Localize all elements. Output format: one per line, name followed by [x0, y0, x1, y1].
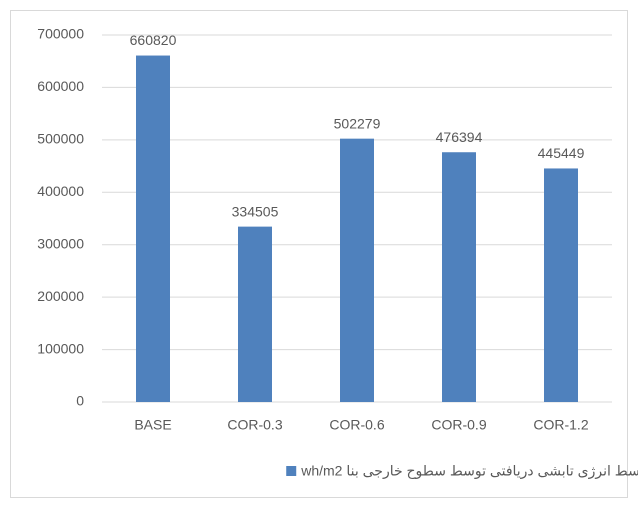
data-label: 334505 [232, 203, 279, 219]
data-label: 445449 [538, 145, 585, 161]
y-tick-label: 700000 [37, 26, 84, 42]
legend-label: متوسط انرژی تابشی دریافتی توسط سطوح خارج… [300, 463, 638, 480]
data-label: 660820 [130, 32, 177, 48]
bar [340, 138, 374, 402]
y-tick-label: 300000 [37, 235, 84, 251]
x-tick-label: COR-1.2 [533, 417, 588, 433]
bar [442, 152, 476, 402]
y-tick-label: 600000 [37, 78, 84, 94]
x-tick-label: BASE [134, 417, 171, 433]
x-tick-label: COR-0.3 [227, 417, 282, 433]
y-tick-label: 400000 [37, 183, 84, 199]
chart-frame [10, 10, 628, 498]
y-tick-label: 500000 [37, 131, 84, 147]
bar [238, 226, 272, 402]
legend-swatch [286, 466, 297, 476]
x-tick-label: COR-0.9 [431, 417, 486, 433]
x-tick-label: COR-0.6 [329, 417, 384, 433]
bar [136, 55, 170, 403]
data-label: 502279 [334, 115, 381, 131]
y-tick-label: 200000 [37, 288, 84, 304]
y-tick-label: 0 [76, 393, 84, 409]
y-tick-label: 100000 [37, 340, 84, 356]
data-label: 476394 [436, 129, 483, 145]
bar [544, 168, 578, 402]
